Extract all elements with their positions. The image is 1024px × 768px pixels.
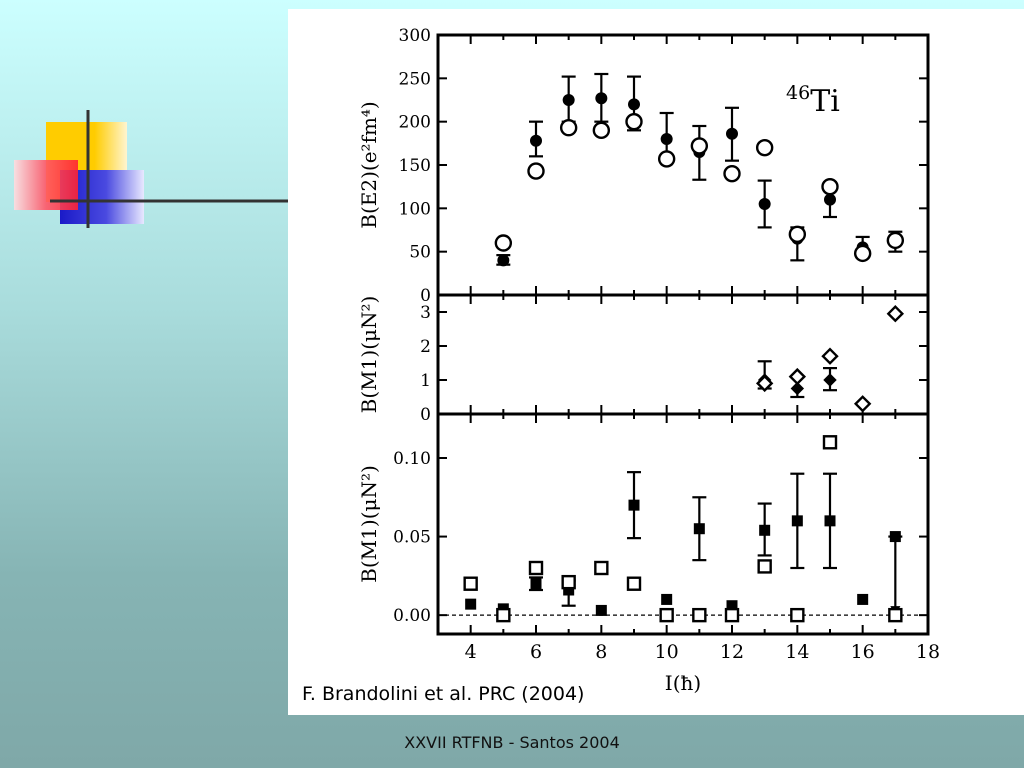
data-point <box>723 164 741 183</box>
data-point <box>791 515 803 527</box>
b-values-chart: 050100150200250300B(E2)(e²fm⁴)0123B(M1)(… <box>357 26 940 695</box>
panel-frame <box>436 293 930 416</box>
y-tick-label: 0 <box>420 405 431 425</box>
y-axis-label: B(E2)(e²fm⁴) <box>357 101 381 228</box>
data-point <box>726 127 738 140</box>
data-point <box>559 119 578 137</box>
data-point <box>888 607 903 623</box>
x-tick-label: 10 <box>655 641 679 663</box>
data-point <box>757 559 772 574</box>
data-point <box>530 578 542 590</box>
y-tick-label: 50 <box>409 243 431 263</box>
data-point <box>660 133 673 145</box>
nucleus-label: 46Ti <box>786 82 840 119</box>
x-tick-label: 14 <box>785 641 809 663</box>
data-point <box>788 225 807 244</box>
data-point <box>755 138 774 157</box>
data-point <box>822 435 838 450</box>
data-point <box>886 305 905 323</box>
data-point <box>821 347 839 365</box>
data-point <box>626 576 642 591</box>
data-point <box>692 607 707 623</box>
x-tick-label: 8 <box>595 641 607 663</box>
data-point <box>562 94 575 106</box>
x-tick-label: 12 <box>720 641 744 663</box>
x-tick-label: 4 <box>465 641 477 663</box>
data-point <box>527 162 545 180</box>
y-tick-label: 200 <box>399 113 431 133</box>
y-tick-label: 3 <box>420 303 431 323</box>
data-point <box>463 576 478 591</box>
x-tick-label: 18 <box>916 641 940 663</box>
data-point <box>661 593 673 605</box>
figure-panel: 0 50 100 150 200 250 300 B(E2)(e²fm⁴) 0 1 2 3 B(M1)(… <box>288 9 1024 715</box>
data-point <box>595 92 608 105</box>
data-point <box>824 515 836 527</box>
data-point <box>497 254 510 267</box>
data-point <box>724 607 740 623</box>
x-axis-label: I(ħ) <box>665 671 701 695</box>
y-tick-label: 150 <box>399 156 431 176</box>
data-point <box>496 607 511 623</box>
data-point <box>592 121 611 140</box>
panel-frame <box>436 412 930 636</box>
data-point <box>853 395 872 413</box>
data-point <box>857 593 869 605</box>
data-point <box>824 193 836 206</box>
panel-3: 0.00 0.05 0.10 B(M1)(μN²) <box>357 412 930 636</box>
y-tick-label: 0.05 <box>393 528 431 548</box>
data-point <box>628 98 640 111</box>
y-tick-label: 0.10 <box>393 449 431 469</box>
data-point <box>788 367 807 386</box>
x-tick-label: 6 <box>530 641 542 663</box>
panel-2: 0 1 2 3 B(M1)(μN²) <box>357 293 930 425</box>
y-tick-label: 0.00 <box>393 606 431 626</box>
data-point <box>561 574 576 590</box>
data-point <box>886 231 905 250</box>
data-point <box>594 560 609 576</box>
y-axis-label: B(M1)(μN²) <box>357 465 381 583</box>
slide-footer: XXVII RTFNB - Santos 2004 <box>404 733 620 752</box>
panel-1: 0 50 100 150 200 250 300 B(E2)(e²fm⁴) <box>357 26 930 306</box>
data-point <box>755 374 774 393</box>
data-point <box>823 373 837 387</box>
y-tick-label: 2 <box>420 337 431 357</box>
data-point <box>790 381 805 396</box>
nucleus-symbol: Ti <box>810 84 840 119</box>
citation: F. Brandolini et al. PRC (2004) <box>302 683 585 705</box>
nucleus-mass: 46 <box>786 82 810 104</box>
data-point <box>853 244 872 263</box>
y-tick-label: 0 <box>420 286 431 306</box>
y-tick-label: 300 <box>399 26 431 46</box>
data-point <box>494 234 513 252</box>
data-point <box>821 177 839 196</box>
data-point <box>657 150 676 168</box>
data-point <box>790 607 805 623</box>
data-point <box>693 523 705 535</box>
y-axis-label: B(M1)(μN²) <box>357 296 381 414</box>
data-point <box>758 198 771 210</box>
data-point <box>528 560 544 576</box>
data-point <box>659 607 674 623</box>
data-point <box>465 598 477 610</box>
y-tick-label: 250 <box>399 69 431 89</box>
data-point <box>625 112 643 131</box>
data-point <box>759 524 771 536</box>
y-tick-label: 1 <box>420 371 431 391</box>
data-point <box>889 531 901 543</box>
data-point <box>595 604 607 616</box>
data-point <box>690 137 709 155</box>
data-point <box>628 499 640 511</box>
x-tick-label: 16 <box>851 641 875 663</box>
data-point <box>530 134 542 147</box>
y-tick-label: 100 <box>399 199 431 219</box>
slide-decoration <box>14 110 300 228</box>
